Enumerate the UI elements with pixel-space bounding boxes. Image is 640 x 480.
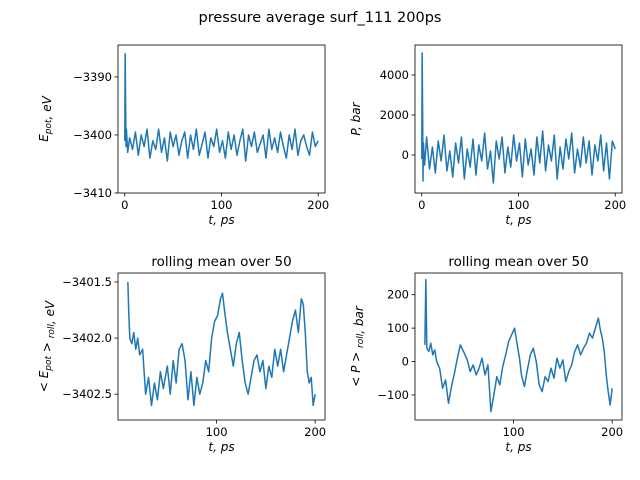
x-tick-label: 100 — [206, 425, 228, 439]
x-tick-label: 0 — [418, 198, 425, 212]
series-line-0 — [124, 52, 319, 162]
plot-frame — [117, 272, 326, 421]
x-tick-label: 200 — [304, 425, 326, 439]
y-tick-label: −3400 — [73, 128, 112, 142]
x-axis-label: t, ps — [505, 440, 531, 454]
y-axis-label: < Epot > roll, eV — [37, 300, 57, 392]
plot-frame — [414, 272, 623, 421]
x-tick-label: 200 — [604, 198, 626, 212]
y-tick-label: 0 — [402, 148, 409, 162]
x-tick-label: 100 — [503, 425, 525, 439]
y-tick-label: −3390 — [73, 70, 112, 84]
x-axis-label: t, ps — [208, 213, 234, 227]
panel-title: rolling mean over 50 — [151, 254, 291, 270]
series-line-0 — [421, 52, 616, 184]
y-tick-label: −3401.5 — [62, 275, 112, 289]
x-tick-label: 200 — [307, 198, 329, 212]
plot-frame — [117, 44, 326, 194]
x-tick-label: 100 — [211, 198, 233, 212]
x-axis-label: t, ps — [208, 440, 234, 454]
chart-panel-pressure-rolling: 100 200 −100 0 100 200 rolling mean over 50 t, … — [349, 254, 623, 454]
figure-suptitle: pressure average surf_111 200ps — [199, 10, 442, 26]
y-axis-label: Epot, eV — [37, 95, 54, 141]
panel-title: rolling mean over 50 — [448, 254, 588, 270]
y-tick-label: 200 — [387, 288, 409, 302]
x-tick-label: 0 — [121, 198, 128, 212]
y-tick-label: −3402.0 — [62, 331, 112, 345]
y-tick-label: 100 — [387, 321, 409, 335]
x-tick-label: 100 — [508, 198, 530, 212]
chart-panel-epot-rolling: 100 200 −3402.5 −3402.0 −3401.5 rolling mean … — [37, 254, 326, 454]
chart-panel-epot: 0 100 200 −3410 −3400 −3390 t, ps Epot, eV — [37, 44, 329, 227]
y-tick-label: −3402.5 — [62, 387, 112, 401]
series-line-0 — [127, 281, 316, 407]
x-tick-label: 200 — [601, 425, 623, 439]
y-tick-label: 0 — [402, 355, 409, 369]
y-axis-label: < P > roll, bar — [349, 305, 366, 387]
y-tick-label: −3410 — [73, 186, 112, 200]
y-tick-label: −100 — [377, 388, 409, 402]
y-tick-label: 4000 — [380, 68, 409, 82]
x-axis-label: t, ps — [505, 213, 531, 227]
series-line-0 — [424, 278, 613, 413]
y-axis-label: P, bar — [349, 101, 363, 135]
y-tick-label: 2000 — [380, 108, 409, 122]
